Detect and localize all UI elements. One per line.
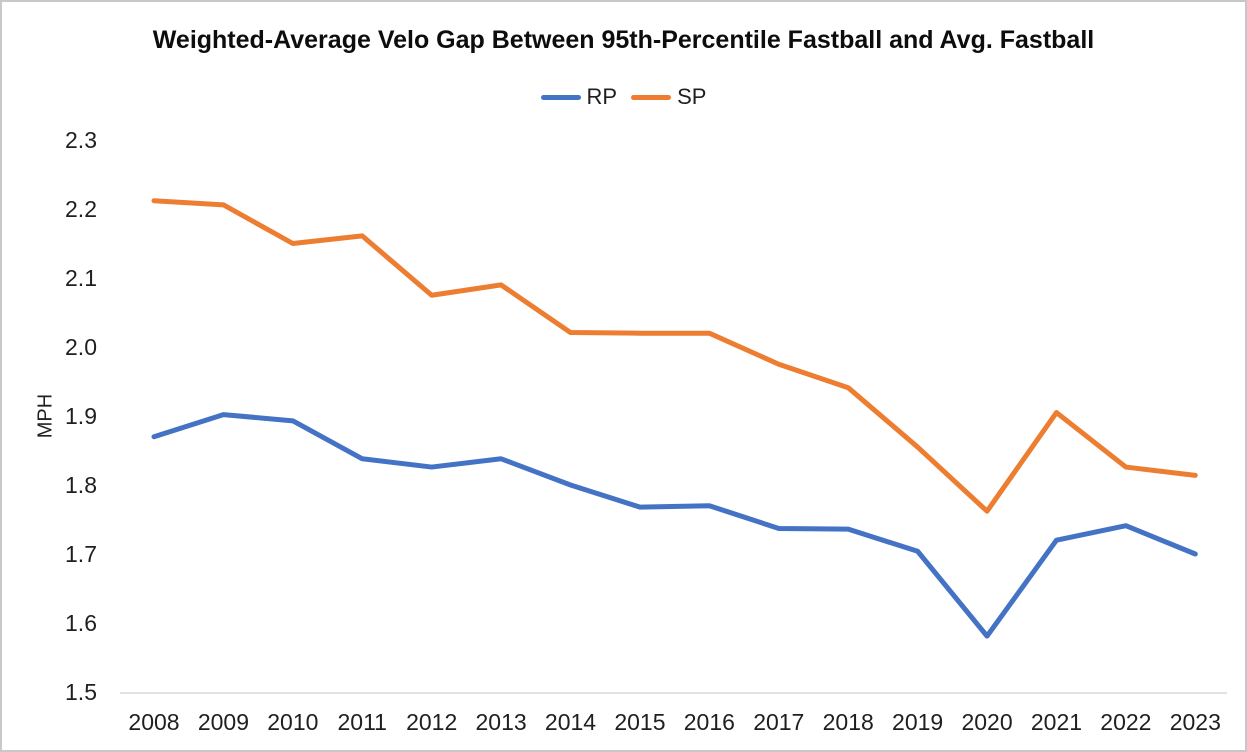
legend-label-sp: SP bbox=[677, 84, 707, 109]
x-tick-label: 2023 bbox=[1170, 709, 1221, 735]
y-tick-label: 1.7 bbox=[65, 541, 97, 567]
legend-label-rp: RP bbox=[586, 84, 618, 109]
sp-line bbox=[151, 198, 1198, 514]
x-tick-label: 2015 bbox=[614, 709, 665, 735]
series-lines bbox=[151, 198, 1198, 639]
x-tick-label: 2022 bbox=[1100, 709, 1151, 735]
y-tick-labels: 1.5 1.6 1.7 1.8 1.9 2.0 2.1 2.2 2.3 bbox=[65, 127, 97, 705]
legend-line-swatch-rp bbox=[540, 94, 581, 100]
y-tick-label: 1.8 bbox=[65, 472, 97, 498]
y-tick-label: 1.6 bbox=[65, 610, 97, 636]
x-tick-label: 2019 bbox=[892, 709, 943, 735]
chart-legend: RP SP bbox=[2, 84, 1245, 110]
y-tick-label: 2.3 bbox=[65, 127, 97, 153]
legend-line-swatch-sp bbox=[631, 94, 672, 100]
y-tick-label: 1.5 bbox=[65, 679, 97, 705]
x-tick-label: 2014 bbox=[545, 709, 596, 735]
y-tick-label: 1.9 bbox=[65, 403, 97, 429]
x-tick-label: 2017 bbox=[753, 709, 804, 735]
rp-line bbox=[151, 412, 1198, 639]
x-tick-label: 2009 bbox=[198, 709, 249, 735]
x-tick-label: 2013 bbox=[476, 709, 527, 735]
y-tick-label: 2.2 bbox=[65, 196, 97, 222]
legend-item-rp: RP bbox=[540, 84, 618, 110]
y-tick-label: 2.0 bbox=[65, 334, 97, 360]
x-tick-label: 2016 bbox=[684, 709, 735, 735]
x-tick-label: 2020 bbox=[961, 709, 1012, 735]
x-tick-label: 2010 bbox=[267, 709, 318, 735]
x-tick-label: 2008 bbox=[128, 709, 179, 735]
x-tick-label: 2011 bbox=[338, 709, 387, 735]
y-tick-label: 2.1 bbox=[65, 265, 97, 291]
x-tick-labels: 2008 2009 2010 2011 2012 2013 2014 2015 2016 2017… bbox=[128, 709, 1220, 735]
chart-title: Weighted-Average Velo Gap Between 95th-P… bbox=[152, 26, 1095, 54]
x-tick-label: 2021 bbox=[1031, 709, 1082, 735]
legend-item-sp: SP bbox=[631, 84, 706, 110]
x-tick-label: 2018 bbox=[823, 709, 874, 735]
x-tick-label: 2012 bbox=[406, 709, 457, 735]
